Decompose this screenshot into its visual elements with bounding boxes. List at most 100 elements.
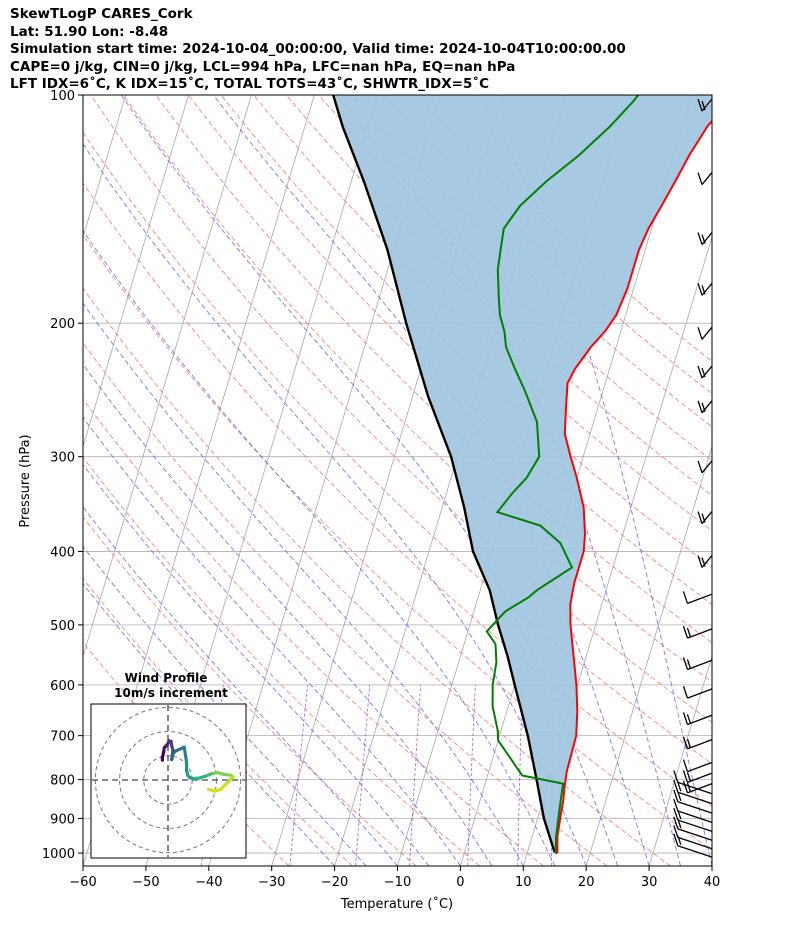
axis-layer: −60 −50 −40 −30 −20 −10 0 10 20 30 40 100 200 300 400 5…: [42, 89, 720, 890]
wind-barb-staff: [687, 783, 713, 794]
wind-barb-flag: [677, 791, 682, 801]
wind-barb-staff: [687, 593, 713, 605]
wind-barbs: [673, 98, 713, 858]
x-tick-label: −50: [132, 875, 159, 890]
temperature-profile-line: [556, 119, 712, 854]
wind-barb-staff: [677, 801, 713, 814]
hodograph-plot: [92, 705, 245, 857]
wind-barb-staff: [687, 659, 713, 671]
wind-barb: [673, 780, 713, 805]
dry-adiabat-line: [83, 516, 417, 866]
wind-barb: [682, 657, 713, 671]
wind-barb-flag: [677, 782, 682, 792]
wind-barb-staff: [677, 781, 713, 795]
wind-barb-flag: [682, 712, 689, 725]
wind-barb-flag: [701, 367, 706, 378]
wind-barb: [697, 511, 713, 524]
mixing-ratio-line: [409, 684, 422, 866]
wind-barb-flag: [673, 770, 679, 783]
mixing-ratio-line: [355, 684, 371, 866]
wind-barb-staff: [677, 819, 713, 833]
wind-barb-staff: [687, 739, 713, 750]
mixing-ratio-line: [289, 684, 309, 866]
wind-barb-flag: [682, 625, 689, 639]
dry-adiabat-line: [83, 234, 712, 851]
wind-barb-staff: [701, 172, 713, 185]
wind-barb-flag: [701, 402, 706, 412]
wind-barb-flag: [686, 738, 692, 749]
wind-barb-flag: [697, 98, 703, 112]
isotherm-line: [585, 445, 712, 866]
wind-barb-flag: [682, 685, 689, 699]
wind-barb-staff: [687, 628, 713, 639]
wind-barb-staff: [701, 365, 713, 379]
x-tick-label: 30: [641, 875, 658, 890]
wind-barb-flag: [701, 513, 706, 523]
wind-barb: [682, 685, 713, 699]
y-tick-label: 600: [50, 679, 75, 694]
data-layer: [332, 95, 712, 855]
wind-barb-flag: [673, 780, 679, 793]
wind-barb: [673, 789, 713, 814]
chart-header: SkewTLogP CARES_Cork Lat: 51.90 Lon: -8.…: [10, 6, 626, 94]
wind-barb-flag: [673, 825, 679, 838]
wind-barb-staff: [701, 511, 713, 524]
dewpoint-profile-line: [485, 95, 639, 854]
wind-barb-flag: [682, 770, 689, 783]
isotherm-line: [711, 864, 712, 866]
x-axis-label: Temperature (˚C): [340, 896, 453, 912]
wind-barb-staff: [701, 98, 713, 112]
x-tick-label: 20: [578, 875, 595, 890]
wind-barb-flag: [682, 657, 689, 670]
y-tick-label: 200: [50, 317, 75, 332]
wind-barb-flag: [697, 327, 703, 340]
isotherm-line: [83, 95, 126, 239]
wind-barb-flag: [701, 234, 706, 244]
simulation-time-label: Simulation start time: 2024-10-04_00:00:…: [10, 41, 626, 57]
wind-barb: [673, 770, 713, 795]
isotherm-line: [648, 654, 712, 866]
dry-adiabat-line: [83, 131, 712, 765]
wind-barb-flag: [682, 759, 689, 772]
parcel-profile-line: [332, 95, 559, 855]
wind-barb-flag: [686, 627, 692, 638]
dry-adiabat-line: [83, 456, 481, 866]
y-tick-label: 300: [50, 451, 75, 466]
dry-adiabat-line: [83, 342, 608, 866]
cin-cape-shading: [333, 95, 712, 854]
x-tick-label: −10: [384, 875, 411, 890]
wind-barb-flag: [701, 557, 706, 567]
y-tick-label: 700: [50, 730, 75, 745]
wind-barb-staff: [701, 555, 713, 568]
x-tick-label: −60: [69, 875, 96, 890]
wind-barb-flag: [686, 772, 692, 782]
wind-barb: [697, 400, 713, 414]
wind-barb: [697, 172, 713, 185]
y-tick-label: 1000: [42, 847, 75, 862]
x-tick-label: 40: [704, 875, 721, 890]
wind-barb: [682, 736, 713, 750]
wind-barb-flag: [697, 555, 703, 568]
x-tick-label: −20: [321, 875, 348, 890]
x-tick-label: 10: [515, 875, 532, 890]
wind-barb: [682, 770, 713, 783]
wind-barb-flag: [697, 172, 703, 185]
x-tick-label: −30: [258, 875, 285, 890]
stability-indices-label: LFT IDX=6˚C, K IDX=15˚C, TOTAL TOTS=43˚C…: [10, 76, 490, 92]
wind-barb-staff: [677, 828, 713, 841]
moist-adiabat-line: [83, 583, 335, 866]
wind-barb: [682, 625, 713, 639]
wind-barb-staff: [687, 688, 713, 699]
isotherm-line: [83, 95, 252, 658]
wind-barb: [697, 98, 713, 112]
wind-barb-flag: [682, 591, 689, 604]
wind-barb-flag: [686, 782, 692, 793]
wind-barb: [682, 591, 713, 605]
moist-adiabat-line: [83, 463, 430, 866]
y-tick-label: 400: [50, 545, 75, 560]
wind-barb-flag: [697, 511, 703, 524]
wind-barb-staff: [701, 232, 713, 246]
x-tick-label: 0: [456, 875, 464, 890]
wind-barb-staff: [687, 761, 713, 773]
wind-barb: [697, 232, 713, 246]
